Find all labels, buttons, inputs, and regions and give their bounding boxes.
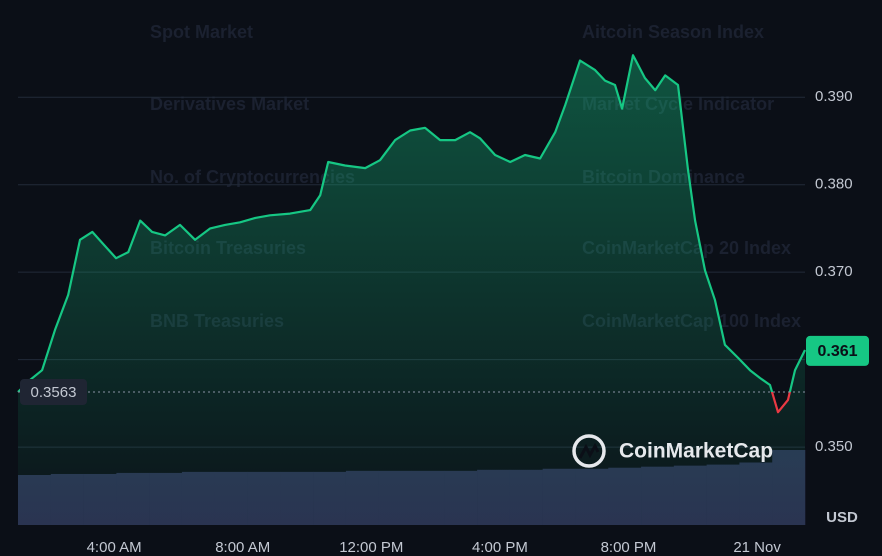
y-tick-label: 0.390 [815, 88, 853, 105]
watermark-link: Aitcoin Season Index [582, 22, 764, 42]
y-tick-label: 0.350 [815, 438, 853, 455]
price-area [18, 55, 805, 525]
plot [17, 54, 806, 525]
brand-icon-wave [578, 442, 600, 459]
x-tick-label: 4:00 PM [472, 539, 528, 556]
x-tick-label: 8:00 AM [215, 539, 270, 556]
currency-label: USD [826, 509, 858, 526]
price-line-up [17, 54, 806, 393]
x-tick-label: 12:00 PM [339, 539, 403, 556]
reference-label-box [20, 379, 87, 406]
y-tick-label: 0.380 [815, 176, 853, 193]
watermark-link: Spot Market [150, 22, 253, 42]
reference-label: 0.3563 [31, 384, 77, 401]
x-tick-label: 8:00 PM [601, 539, 657, 556]
brand-name: CoinMarketCap [619, 440, 773, 463]
x-tick-label: 21 Nov [733, 539, 781, 556]
current-price-label: 0.361 [817, 343, 857, 360]
watermark-link: Derivatives Market [150, 94, 309, 114]
brand-icon [572, 434, 606, 468]
watermark-link: No. of Cryptocurrencies [150, 167, 355, 187]
current-price-box [806, 335, 869, 366]
x-tick-label: 4:00 AM [87, 539, 142, 556]
y-tick-label: 0.370 [815, 263, 853, 280]
